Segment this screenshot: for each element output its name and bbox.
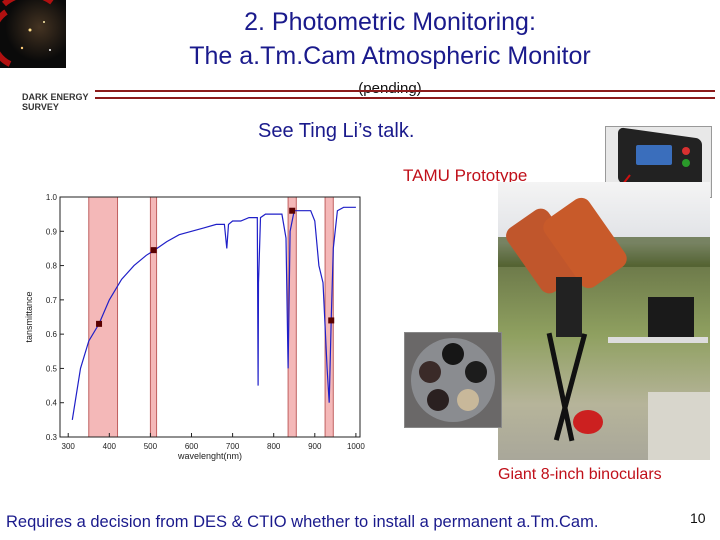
header-rule-top (95, 90, 715, 92)
page-title-line1: 2. Photometric Monitoring: (244, 8, 536, 36)
logo-text: DARK ENERGY SURVEY (22, 92, 89, 112)
y-tick-label: 0.7 (46, 296, 58, 305)
camera-button-icon (682, 147, 690, 155)
data-point (289, 207, 296, 214)
x-axis-label: wavelenght(nm) (177, 451, 242, 461)
logo-text-line1: DARK ENERGY (22, 92, 89, 102)
page-number: 10 (690, 510, 706, 526)
page-subtitle: (pending) (358, 80, 422, 97)
filter-wheel-photo (404, 332, 502, 428)
page-title-line2: The a.Tm.Cam Atmospheric Monitor (189, 42, 591, 70)
footer-text: Requires a decision from DES & CTIO whet… (6, 513, 599, 531)
logo-text-line2: SURVEY (22, 102, 59, 112)
camera-display-icon (636, 145, 672, 165)
x-tick-label: 400 (103, 442, 117, 451)
y-tick-label: 0.4 (46, 399, 58, 408)
cable-reel (573, 410, 603, 434)
galaxy-image (0, 0, 66, 68)
y-tick-label: 0.9 (46, 227, 58, 236)
camera-button-icon (682, 159, 690, 167)
filter-slot (442, 343, 464, 365)
y-tick-label: 0.5 (46, 364, 58, 373)
filter-band (149, 196, 158, 438)
data-point (150, 247, 157, 254)
x-tick-label: 1000 (347, 442, 365, 451)
filter-slot (419, 361, 441, 383)
x-tick-label: 700 (226, 442, 240, 451)
cinder-blocks (648, 392, 710, 460)
table (608, 337, 708, 343)
plot-frame (59, 196, 361, 438)
filter-band (88, 196, 119, 438)
y-tick-label: 0.6 (46, 330, 58, 339)
filter-slot (427, 389, 449, 411)
series-line (71, 206, 356, 420)
talk-reference: See Ting Li’s talk. (258, 120, 415, 142)
filter-slot (465, 361, 487, 383)
transmittance-chart: 300 400 500 600 700 800 900 1000 0.3 0.4 0.5 0.6 0.7… (24, 193, 365, 461)
telescope-mount (556, 277, 582, 337)
des-logo-icon (0, 0, 54, 67)
x-tick-label: 300 (62, 442, 76, 451)
prototype-label: TAMU Prototype (403, 166, 528, 185)
binoculars-photo (498, 182, 710, 460)
equipment-box (648, 297, 694, 337)
header-rule-bottom (95, 97, 715, 99)
x-tick-label: 900 (308, 442, 322, 451)
x-tick-label: 500 (144, 442, 158, 451)
y-tick-label: 1.0 (46, 193, 58, 202)
data-point (96, 320, 103, 327)
data-point (328, 317, 335, 324)
x-tick-label: 800 (267, 442, 281, 451)
filter-slot (457, 389, 479, 411)
y-tick-label: 0.3 (46, 433, 58, 442)
y-axis-label: tansmittance (24, 291, 34, 342)
x-tick-label: 600 (185, 442, 199, 451)
y-tick-label: 0.8 (46, 262, 58, 271)
binoculars-caption: Giant 8-inch binoculars (498, 466, 662, 483)
